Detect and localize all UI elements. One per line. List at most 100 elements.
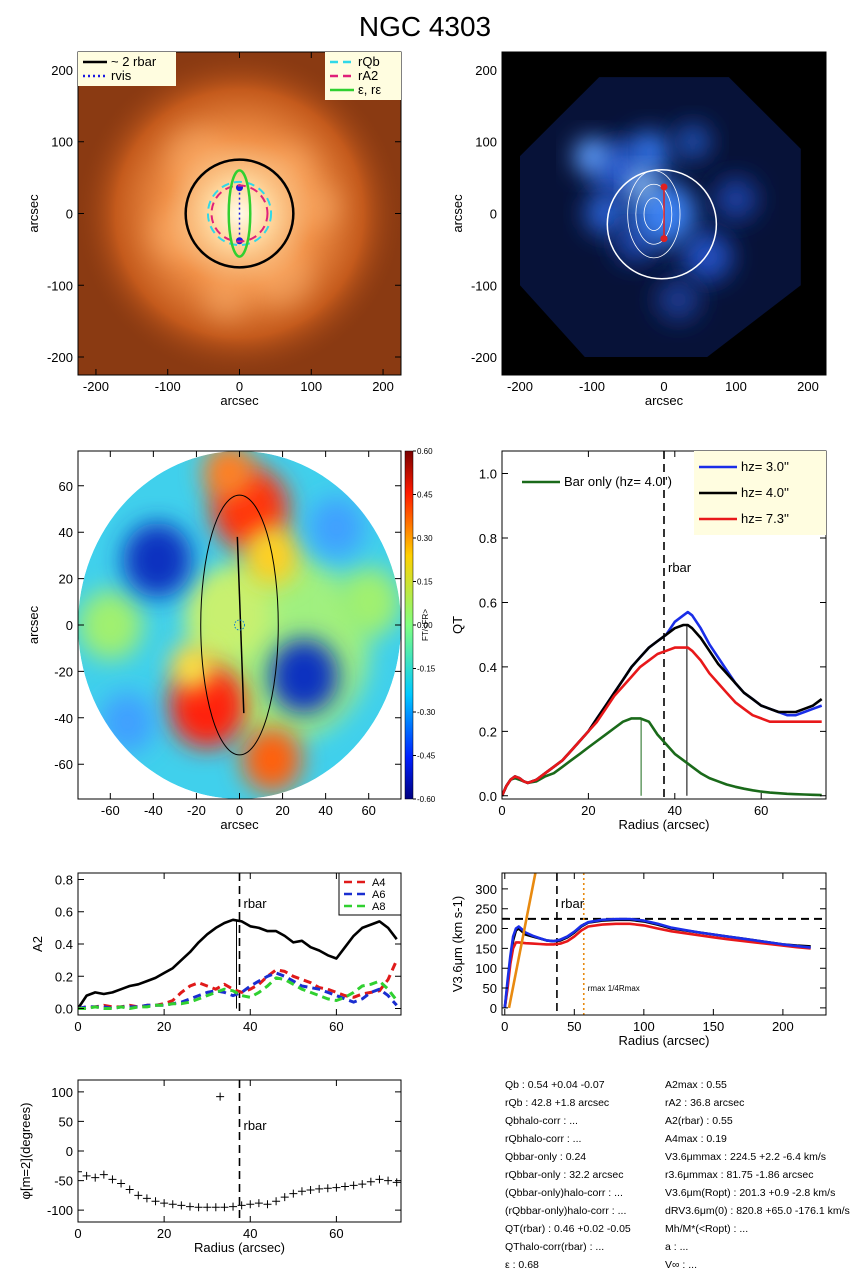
x-tick-label: 50 <box>567 1019 581 1034</box>
y-tick-label: 0.8 <box>55 872 73 887</box>
point <box>392 1178 401 1187</box>
y-tick-label: 0 <box>66 618 73 633</box>
emission <box>628 170 657 200</box>
colorbar-tick-label: 0.45 <box>417 491 433 500</box>
y-tick-label: 0 <box>66 207 73 222</box>
map-blob <box>202 451 255 500</box>
emission <box>714 177 758 221</box>
overlay-circle <box>206 180 273 247</box>
parameter: A4max : 0.19 <box>665 1133 727 1145</box>
legend-label: Bar only (hz= 4.0'') <box>564 474 672 489</box>
point <box>332 1183 341 1192</box>
point <box>237 1201 246 1210</box>
spiral-arm <box>203 278 247 322</box>
point <box>366 1177 375 1186</box>
point <box>168 1200 177 1209</box>
y-tick-label: 100 <box>475 961 497 976</box>
x-axis-label: Radius (arcsec) <box>618 1033 709 1048</box>
legend-label: A6 <box>372 889 385 901</box>
x-tick-label: -20 <box>187 803 206 818</box>
point <box>203 1203 212 1212</box>
x-tick-label: 0 <box>498 803 505 818</box>
point <box>177 1201 186 1210</box>
x-tick-label: 200 <box>772 1019 794 1034</box>
x-tick-label: 20 <box>581 803 595 818</box>
plot-area <box>502 451 823 799</box>
y-tick-label: 300 <box>475 882 497 897</box>
y-tick-label: 250 <box>475 902 497 917</box>
plot-area <box>78 873 399 1015</box>
series-line <box>503 918 811 1009</box>
bar-ellipse <box>200 494 279 756</box>
parameter: V3.6μm(Ropt) : 201.3 +0.9 -2.8 km/s <box>665 1187 835 1199</box>
overlay-circle <box>184 158 295 269</box>
spiral-arm <box>167 127 226 185</box>
series-line <box>502 646 822 797</box>
x-tick-label: 150 <box>703 1019 725 1034</box>
point <box>142 1194 151 1203</box>
colorbar-tick-label: -0.15 <box>417 665 436 674</box>
emission <box>584 191 629 236</box>
series-line <box>502 717 822 797</box>
y-tick-label: 0.8 <box>479 531 497 546</box>
point <box>272 1197 281 1206</box>
x-axis-label: arcsec <box>220 393 259 408</box>
x-tick-label: 60 <box>329 1019 343 1034</box>
emission <box>574 138 610 175</box>
y-tick-label: 20 <box>59 572 73 587</box>
colorbar-tick-label: 0.30 <box>417 534 433 543</box>
x-axis-label: Radius (arcsec) <box>194 1240 285 1255</box>
point <box>91 1173 100 1182</box>
point <box>185 1202 194 1211</box>
legend-label: rA2 <box>358 68 378 83</box>
parameter: rQbhalo-corr : ... <box>505 1133 581 1145</box>
parameter: (Qbbar-only)halo-corr : ... <box>505 1187 623 1199</box>
point <box>211 1203 220 1212</box>
y-tick-label: 0.2 <box>479 724 497 739</box>
y-tick-label: -100 <box>471 278 497 293</box>
parameter: ε : 0.68 <box>505 1259 539 1271</box>
colorbar-tick-label: 0.60 <box>417 447 433 456</box>
x-tick-label: 20 <box>157 1019 171 1034</box>
x-tick-label: 100 <box>300 379 322 394</box>
series-line <box>78 976 398 1010</box>
point <box>194 1203 203 1212</box>
parameter: A2max : 0.55 <box>665 1079 727 1091</box>
point <box>220 1203 229 1212</box>
y-tick-label: 60 <box>59 479 73 494</box>
contour <box>635 183 673 245</box>
x-axis-label: Radius (arcsec) <box>618 817 709 832</box>
point <box>151 1197 160 1206</box>
point <box>384 1176 393 1185</box>
x-tick-label: 0 <box>501 1019 508 1034</box>
x-tick-label: 20 <box>275 803 289 818</box>
legend-label: hz= 4.0'' <box>741 485 789 500</box>
y-axis-label: arcsec <box>450 194 465 233</box>
point <box>229 1202 238 1211</box>
x-tick-label: 40 <box>668 803 682 818</box>
x-tick-label: 40 <box>243 1019 257 1034</box>
y-tick-label: 200 <box>51 63 73 78</box>
spiral-arm <box>264 145 315 196</box>
parameter: rA2 : 36.8 arcsec <box>665 1097 744 1109</box>
map-blob <box>336 566 401 637</box>
y-tick-label: 0 <box>66 1144 73 1159</box>
y-tick-label: 0.4 <box>55 937 73 952</box>
y-tick-label: 100 <box>51 1085 73 1100</box>
y-tick-label: 1.0 <box>479 467 497 482</box>
y-tick-label: -100 <box>47 1203 73 1218</box>
point <box>341 1182 350 1191</box>
y-axis-label: arcsec <box>26 194 41 233</box>
parameter: V∞ : ... <box>665 1259 697 1271</box>
map-blob <box>170 643 214 691</box>
x-axis-label: arcsec <box>645 393 684 408</box>
legend-box <box>78 52 176 86</box>
y-axis-label: V3.6μm (km s-1) <box>450 896 465 992</box>
plot-area <box>502 52 826 375</box>
colorbar-tick-label: -0.30 <box>417 708 436 717</box>
plot-area <box>78 1080 401 1222</box>
parameter: Qbbar-only : 0.24 <box>505 1151 586 1163</box>
reference-label: rbar <box>561 896 585 911</box>
legend-label: ~ 2 rbar <box>111 54 157 69</box>
center-circle <box>234 619 245 631</box>
